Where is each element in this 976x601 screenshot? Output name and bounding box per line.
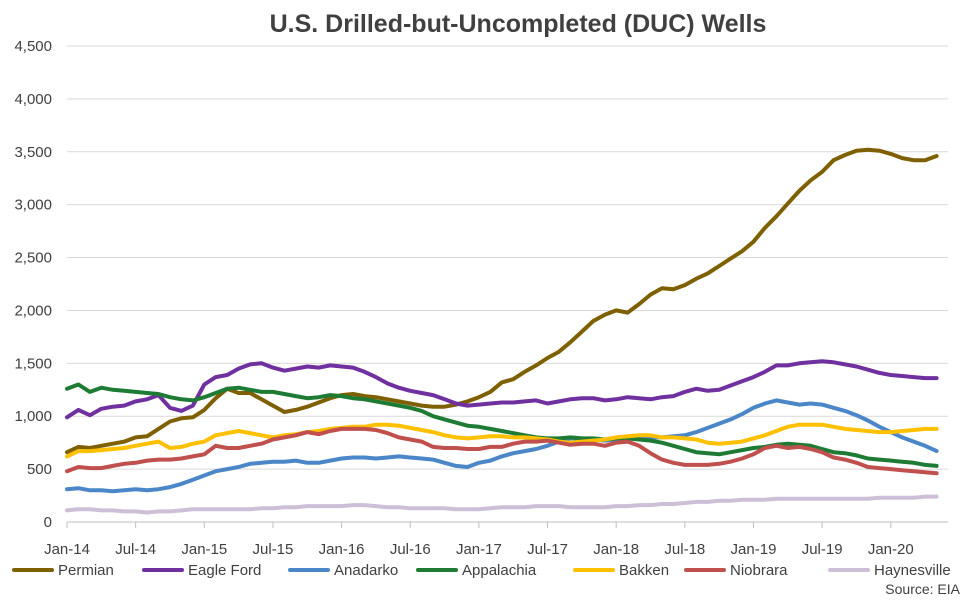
series-line-appalachia [65,382,939,468]
legend-label-permian: Permian [58,562,114,579]
legend: Permian Eagle Ford Anadarko Appalachia Bakke… [12,562,951,579]
x-tick-label: Jul-16 [390,541,431,558]
y-tick-label: 1,500 [14,355,52,372]
x-tick-label: Jan-16 [319,541,365,558]
y-tick-label: 2,500 [14,250,52,267]
legend-label-anadarko: Anadarko [334,562,398,579]
x-tick-label: Jan-14 [44,541,90,558]
source-note: Source: EIA [885,581,960,597]
y-tick-label: 3,500 [14,144,52,161]
series-line-bakken [65,422,939,459]
series-lines [65,147,939,515]
series-line-anadarko [65,398,939,494]
x-tick-label: Jan-15 [181,541,227,558]
series-line-haynesville [65,494,939,515]
y-tick-label: 3,000 [14,197,52,214]
legend-label-haynesville: Haynesville [874,562,951,579]
y-tick-label: 2,000 [14,302,52,319]
y-tick-label: 1,000 [14,408,52,425]
legend-label-niobrara: Niobrara [730,562,788,579]
chart-title: U.S. Drilled-but-Uncompleted (DUC) Wells [270,10,767,38]
x-tick-label: Jul-14 [115,541,156,558]
x-tick-label: Jan-20 [868,541,914,558]
y-tick-label: 4,500 [14,38,52,55]
y-axis-tick-labels: 0 500 1,000 1,500 2,000 2,500 3,000 3,500 4,000 4… [14,38,52,531]
y-tick-label: 0 [44,514,52,531]
x-tick-label: Jan-17 [456,541,502,558]
legend-label-eagle-ford: Eagle Ford [188,562,261,579]
y-tick-label: 4,000 [14,91,52,108]
x-tick-label: Jan-18 [593,541,639,558]
legend-label-bakken: Bakken [619,562,669,579]
gridlines [67,45,948,523]
x-axis-tick-labels: Jan-14 Jul-14 Jan-15 Jul-15 Jan-16 Jul-16 Jan-… [44,522,914,558]
x-tick-label: Jul-18 [664,541,705,558]
series-line-niobrara [65,426,939,476]
x-tick-label: Jul-17 [527,541,568,558]
x-tick-label: Jul-15 [253,541,294,558]
y-tick-label: 500 [27,461,52,478]
series-line-eagle-ford [65,359,939,420]
series-line-permian [65,147,939,455]
legend-label-appalachia: Appalachia [462,562,537,579]
x-tick-label: Jul-19 [802,541,843,558]
x-tick-label: Jan-19 [731,541,777,558]
